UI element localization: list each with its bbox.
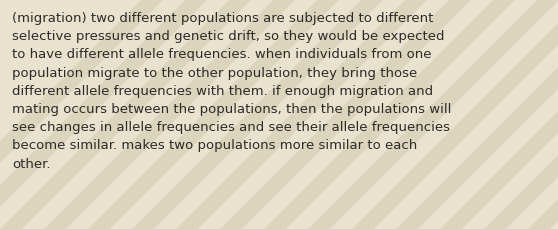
Polygon shape [176,0,428,229]
Polygon shape [0,0,252,229]
Polygon shape [308,0,558,229]
Polygon shape [0,0,208,229]
Polygon shape [484,0,558,229]
Polygon shape [0,0,164,229]
Polygon shape [440,0,558,229]
Polygon shape [220,0,472,229]
Text: (migration) two different populations are subjected to different
selective press: (migration) two different populations ar… [12,12,451,170]
Polygon shape [264,0,516,229]
Polygon shape [352,0,558,229]
Polygon shape [88,0,340,229]
Polygon shape [44,0,296,229]
Polygon shape [396,0,558,229]
Polygon shape [132,0,384,229]
Polygon shape [528,0,558,229]
